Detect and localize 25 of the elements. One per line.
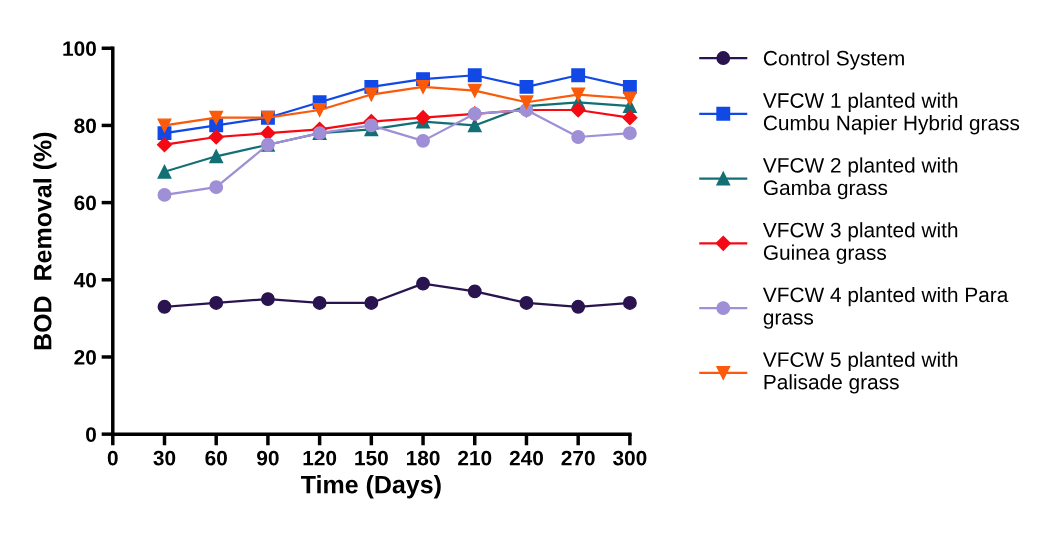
legend-label: VFCW 3 planted with Guinea grass <box>762 222 958 264</box>
x-tick-label: 240 <box>509 450 543 466</box>
legend-label: VFCW 1 planted with Cumbu Napier Hybrid grass <box>762 92 1020 135</box>
x-tick-label: 30 <box>153 450 176 466</box>
x-tick-label: 90 <box>257 450 279 466</box>
legend-label: VFCW 2 planted with Gamba grass <box>762 157 958 200</box>
legend-label: VFCW 5 planted with Palisade grass <box>762 351 958 394</box>
x-tick-label: 120 <box>303 450 337 466</box>
y-axis-title: BOD Removal (%) <box>33 132 57 350</box>
y-tick-label: 20 <box>74 349 96 365</box>
x-tick-label: 210 <box>458 450 492 466</box>
x-tick-label: 0 <box>107 450 118 466</box>
legend-label: VFCW 4 planted with Para grass <box>762 286 1009 329</box>
x-tick-label: 270 <box>561 450 595 466</box>
y-tick-label: 0 <box>86 427 96 442</box>
x-tick-label: 60 <box>205 450 227 466</box>
y-tick-label: 60 <box>74 195 96 211</box>
x-axis-title: Time (Days) <box>300 475 441 499</box>
x-tick-label: 150 <box>355 450 388 466</box>
y-tick-label: 40 <box>73 272 96 288</box>
y-tick-label: 100 <box>63 41 96 56</box>
x-tick-label: 300 <box>612 450 647 466</box>
y-tick-label: 80 <box>74 118 96 134</box>
legend-label: Control System <box>763 50 904 70</box>
x-tick-label: 180 <box>406 450 440 466</box>
